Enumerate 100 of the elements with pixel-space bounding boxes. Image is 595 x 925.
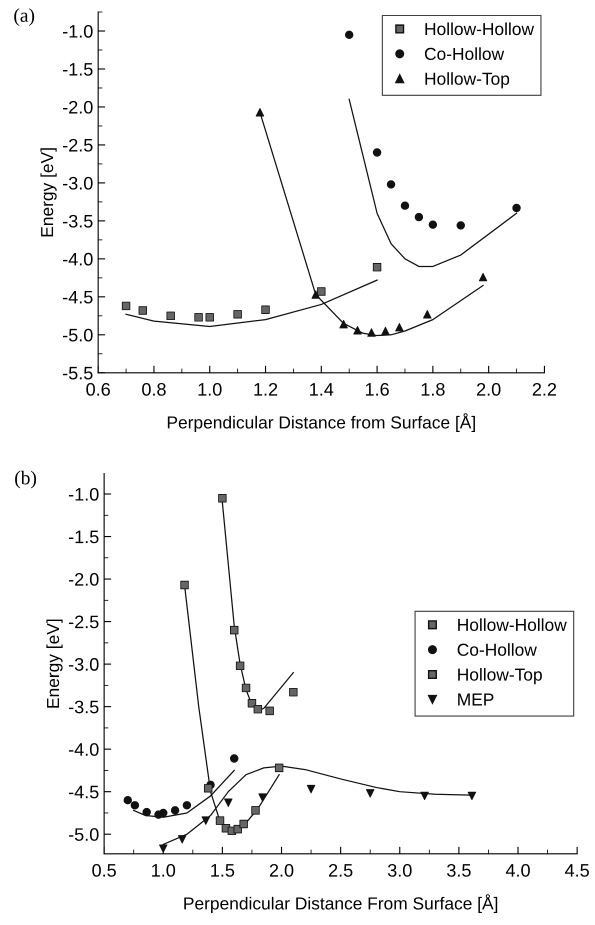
y-tick-label: -4.5 [68, 786, 99, 798]
x-axis-title: Perpendicular Distance from Surface [Å] [168, 413, 475, 432]
point [274, 764, 284, 772]
point [366, 789, 374, 798]
point [159, 844, 168, 853]
x-tick-label: 2.5 [328, 864, 352, 877]
point [170, 806, 180, 815]
y-tick-label: -1.0 [68, 488, 99, 501]
point [254, 704, 262, 714]
y-tick-label: -3.5 [63, 214, 93, 228]
point [428, 220, 438, 229]
point [317, 287, 326, 296]
point [386, 180, 396, 189]
point [130, 801, 140, 810]
y-tick-label: -2.0 [68, 572, 99, 586]
legend-label: Hollow-Top [458, 668, 542, 684]
x-tick-label: 0.6 [86, 382, 110, 396]
point [138, 306, 148, 315]
point [420, 792, 429, 800]
x-tick-label: 1.6 [366, 382, 389, 396]
x-tick-label: 3.5 [447, 864, 471, 877]
point [423, 310, 432, 319]
y-tick-label: -2.5 [63, 138, 93, 152]
point [234, 824, 242, 834]
point [372, 262, 382, 272]
point [468, 792, 476, 800]
point [218, 494, 227, 502]
point [251, 806, 260, 815]
point [216, 816, 224, 825]
y-tick-label: -2.5 [68, 616, 99, 628]
point [306, 784, 316, 794]
y-axis-title: Energy [eV] [46, 620, 63, 708]
point [224, 798, 233, 807]
point [236, 662, 244, 670]
x-tick-label: 4.0 [506, 864, 530, 877]
x-tick-label: 4.5 [565, 864, 589, 877]
legend-label: MEP [458, 694, 494, 706]
point [261, 306, 270, 314]
point [194, 313, 203, 322]
y-tick-label: -5.0 [68, 828, 99, 841]
y-tick-label: -2.0 [63, 100, 93, 114]
point [353, 326, 362, 334]
point [159, 808, 168, 818]
point [289, 688, 298, 696]
point [265, 706, 274, 716]
point [400, 201, 410, 210]
chart-title: (a) [14, 8, 34, 26]
x-tick-label: 1.5 [211, 864, 234, 877]
x-tick-label: 1.0 [198, 382, 222, 396]
x-tick-label: 1.4 [310, 383, 334, 396]
point [230, 754, 238, 763]
point [202, 816, 210, 825]
x-tick-label: 3.0 [388, 864, 412, 877]
point [180, 580, 189, 590]
y-tick-label: -1.5 [63, 63, 93, 76]
point [258, 793, 267, 802]
point [206, 313, 214, 322]
x-tick-label: 1.2 [254, 382, 278, 396]
y-tick-label: -5.0 [63, 328, 93, 342]
point [395, 322, 404, 332]
point [344, 30, 354, 40]
y-tick-label: -4.5 [63, 290, 93, 304]
point [242, 684, 250, 692]
y-tick-label: -1.0 [63, 24, 93, 38]
x-axis-title: Perpendicular Distance From Surface [Å] [184, 894, 498, 914]
point [239, 820, 248, 828]
y-tick-label: -4.0 [68, 743, 99, 756]
point [367, 328, 376, 337]
point [122, 302, 130, 310]
point [256, 108, 264, 116]
x-tick-label: 1.0 [152, 864, 176, 877]
point [414, 212, 424, 222]
legend-label: Co-Hollow [424, 47, 504, 60]
legend-label: Hollow-Top [425, 72, 510, 88]
point [339, 320, 348, 328]
x-tick-label: 0.8 [142, 382, 166, 396]
point [142, 808, 151, 816]
y-tick-label: -3.0 [63, 176, 93, 190]
point [312, 290, 320, 299]
legend-label: Co-Hollow [458, 643, 537, 656]
point [230, 626, 238, 634]
y-tick-label: -5.5 [63, 366, 93, 380]
legend-label: Hollow-Hollow [458, 618, 567, 632]
point [233, 310, 242, 319]
point [204, 784, 212, 793]
point [178, 835, 186, 844]
y-axis-title: Energy [eV] [40, 148, 57, 236]
point [372, 148, 382, 157]
x-tick-label: 2.2 [532, 382, 556, 396]
chart-title: (b) [15, 470, 36, 488]
point [248, 699, 256, 708]
point [166, 312, 175, 320]
x-tick-label: 2.0 [477, 382, 500, 396]
y-tick-label: -4.0 [63, 252, 93, 266]
point [124, 796, 132, 804]
y-tick-label: -3.5 [68, 700, 99, 714]
point [512, 204, 521, 212]
y-tick-label: -3.0 [68, 658, 99, 671]
point [456, 221, 465, 230]
point [182, 801, 192, 810]
